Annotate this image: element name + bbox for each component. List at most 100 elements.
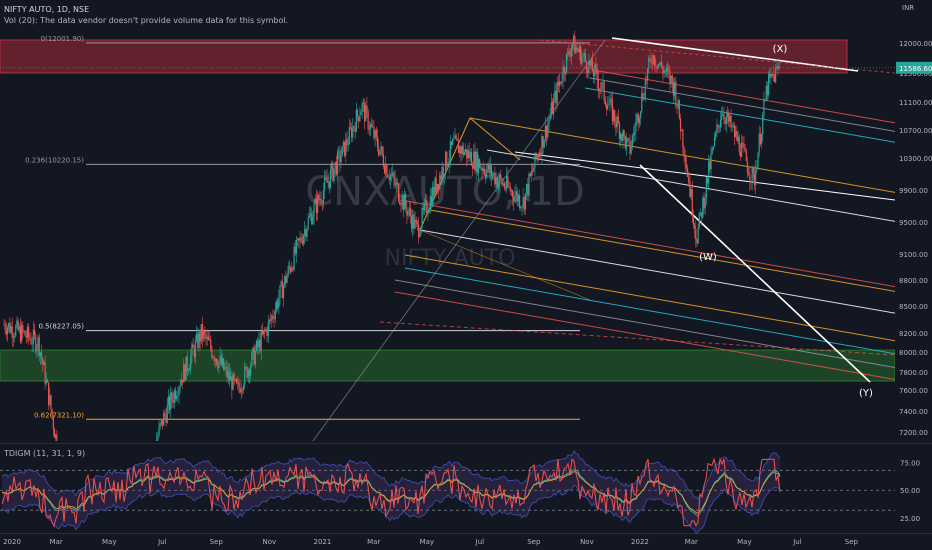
candle-body [231, 376, 233, 390]
candle-body [274, 309, 276, 320]
candle-body [715, 132, 717, 137]
candle-body [499, 174, 501, 182]
candle-body [756, 169, 758, 171]
date-tick: Sep [210, 538, 224, 546]
candle-body [156, 439, 158, 441]
candle-body [433, 186, 435, 196]
candle-body [455, 135, 457, 139]
candle-body [230, 376, 232, 381]
price-tick: 9500.00 [899, 219, 928, 227]
candle-body [558, 81, 561, 86]
candle-body [183, 364, 185, 383]
indicator-title[interactable]: TDIGM (11, 31, 1, 9) [4, 449, 86, 458]
candle-body [13, 336, 16, 337]
candle-body [639, 111, 642, 119]
candle-body [298, 238, 300, 241]
candle-body [352, 126, 354, 138]
wave-label: (W) [699, 252, 717, 263]
candle-body [414, 219, 416, 229]
candle-body [275, 301, 278, 310]
candle-body [208, 339, 211, 341]
candle-body [385, 164, 387, 174]
price-tick: 9100.00 [899, 251, 928, 259]
candle-body [390, 174, 393, 176]
time-axis[interactable]: 2020 Mar May Jul Sep Nov 2021 Mar May Jul Sep Nov 20… [3, 538, 858, 546]
candle-body [703, 197, 705, 209]
candle-body [326, 178, 328, 183]
price-tick: 8800.00 [899, 277, 928, 285]
candle-body [44, 362, 46, 384]
candle-body [678, 100, 680, 119]
pitchfork-line-11 [394, 291, 895, 380]
candle-body [239, 387, 241, 393]
candle-body [554, 90, 556, 99]
candle-body [158, 425, 160, 436]
candle-body [48, 382, 50, 405]
candle-body [584, 53, 586, 61]
tdigm-lower-band [1, 484, 781, 534]
candle-body [42, 358, 44, 365]
candle-body [479, 159, 481, 169]
pitchfork-line-9 [404, 267, 895, 355]
candle-body [214, 358, 217, 361]
candle-body [690, 189, 692, 197]
candle-body [170, 392, 172, 410]
candle-body [394, 178, 396, 186]
candle-body [22, 325, 24, 332]
candle-body [699, 212, 702, 214]
candle-body [315, 198, 318, 213]
price-tick: 11500.00 [899, 70, 932, 78]
candle-body [504, 187, 507, 189]
candle-body [439, 175, 441, 190]
candle-body [302, 235, 305, 244]
candle-body [737, 136, 739, 141]
candle-body [289, 267, 292, 272]
candle-body [45, 379, 47, 384]
candle-body [608, 104, 610, 106]
candle-body [486, 169, 488, 178]
candle-body [327, 181, 329, 183]
candle-body [769, 73, 771, 78]
candle-body [200, 324, 202, 342]
candle-body [567, 50, 569, 55]
candle-body [228, 371, 231, 381]
candle-body [417, 224, 420, 237]
price-tick: 8200.00 [899, 330, 928, 338]
candle-body [436, 184, 438, 193]
candle-body [401, 195, 403, 206]
candle-body [224, 368, 226, 370]
candle-body [348, 127, 350, 144]
candle-body [644, 79, 646, 99]
candle-body [577, 49, 579, 53]
candle-body [686, 168, 689, 178]
trend-drawings [312, 37, 895, 441]
candle-body [277, 301, 279, 308]
candle-body [419, 233, 421, 237]
candle-body [420, 227, 422, 234]
candle-body [35, 334, 37, 352]
price-axis[interactable]: INR 12000.00 11500.00 11100.00 10700.00 10300… [0, 4, 932, 437]
candle-body [746, 161, 749, 173]
candle-body [464, 149, 467, 152]
candle-body [241, 389, 244, 390]
date-tick: Mar [367, 538, 380, 546]
candle-body [21, 325, 23, 342]
candle-body [501, 178, 503, 185]
candle-body [495, 177, 497, 185]
candle-body [233, 374, 235, 381]
candle-body [614, 110, 616, 123]
candle-body [188, 368, 191, 371]
candle-body [588, 61, 590, 73]
candle-body [503, 183, 505, 188]
candle-body [191, 344, 193, 356]
candle-body [473, 151, 475, 169]
candle-body [624, 135, 626, 149]
symbol-title[interactable]: NIFTY AUTO, 1D, NSE [4, 5, 90, 14]
candle-body [752, 167, 754, 174]
candle-body [173, 390, 175, 403]
candle-body [654, 55, 656, 66]
date-tick: Sep [527, 538, 541, 546]
candle-body [534, 152, 536, 169]
date-tick: Jul [157, 538, 167, 546]
